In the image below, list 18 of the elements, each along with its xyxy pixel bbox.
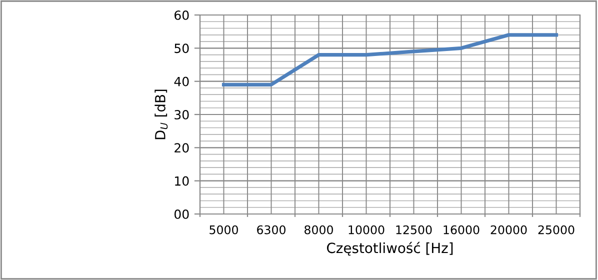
- y-tick-label: 30: [174, 110, 189, 120]
- x-tick-label: 8000: [304, 225, 333, 234]
- y-tick-label: 10: [175, 176, 189, 186]
- x-tick-label: 6300: [257, 225, 286, 234]
- x-tick-label: 12500: [396, 225, 432, 234]
- y-tick-label: 40: [174, 76, 189, 86]
- x-tick-label: 25000: [538, 225, 574, 234]
- y-axis-title: D$_{U}$ [dB]: [154, 90, 168, 140]
- x-tick-label: 16000: [444, 225, 480, 234]
- x-tick-label: 5000: [210, 225, 238, 234]
- y-tick-label: 50: [174, 44, 189, 54]
- x-tick-label: 10000: [348, 225, 384, 234]
- y-tick-label: 00: [174, 209, 189, 219]
- y-tick-label: 60: [174, 10, 189, 20]
- x-tick-label: 20000: [490, 225, 527, 234]
- y-tick-label: 20: [174, 143, 189, 153]
- line-series: [222, 33, 558, 86]
- x-axis-title: Częstotliwość [Hz]: [326, 242, 453, 256]
